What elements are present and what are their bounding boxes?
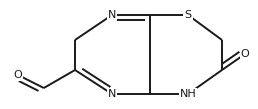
Text: N: N	[108, 89, 116, 99]
Text: O: O	[14, 70, 22, 80]
Text: S: S	[184, 10, 191, 20]
Text: N: N	[108, 10, 116, 20]
Text: NH: NH	[180, 89, 196, 99]
Text: O: O	[241, 49, 249, 59]
